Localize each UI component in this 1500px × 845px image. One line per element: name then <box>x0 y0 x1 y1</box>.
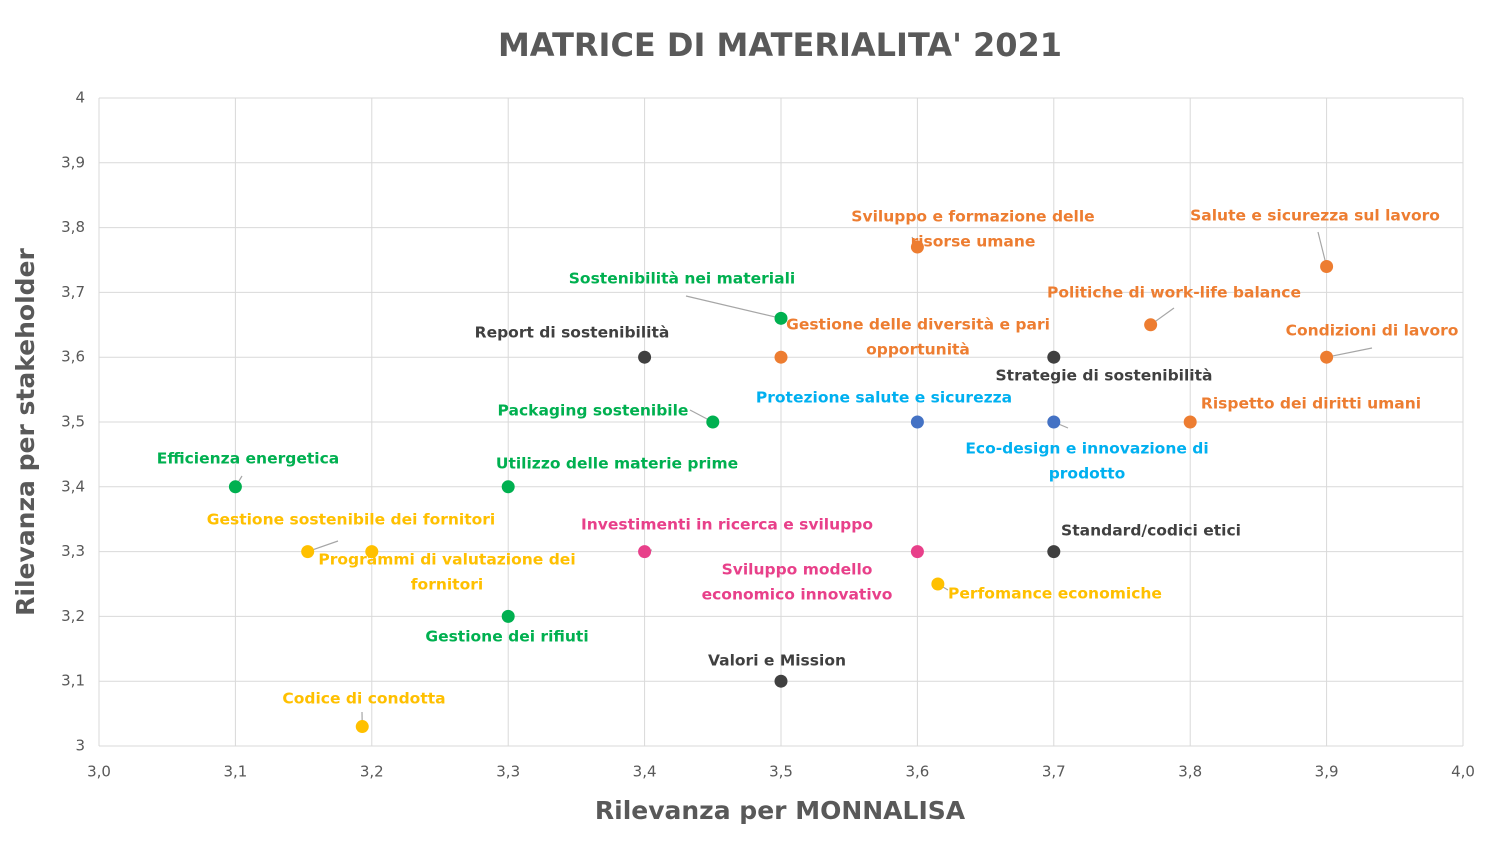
point <box>1320 350 1334 364</box>
point-label: Perfomance economiche <box>948 585 1162 603</box>
point <box>910 240 924 254</box>
point-label: Gestione dei rifiuti <box>425 628 588 646</box>
point-label: Sostenibilità nei materiali <box>569 270 795 288</box>
leader-line <box>685 295 782 319</box>
point-label: Valori e Mission <box>708 652 846 670</box>
point-label: Programmi di valutazione dei <box>318 551 575 569</box>
point-label: fornitori <box>411 576 483 594</box>
y-tick-label: 3,9 <box>61 153 85 171</box>
x-tick-label: 3,5 <box>769 763 793 781</box>
point-label: Standard/codici etici <box>1061 522 1241 540</box>
x-tick-label: 4,0 <box>1451 763 1475 781</box>
point <box>910 415 924 429</box>
point <box>228 480 242 494</box>
point-label: Utilizzo delle materie prime <box>496 455 738 473</box>
point-label: Salute e sicurezza sul lavoro <box>1190 207 1440 225</box>
point-label: economico innovativo <box>702 586 893 604</box>
y-axis-title: Rilevanza per stakeholder <box>11 248 40 616</box>
y-tick-label: 3,4 <box>61 477 85 495</box>
point-label: prodotto <box>1049 465 1126 483</box>
point <box>638 350 652 364</box>
point <box>774 350 788 364</box>
point <box>931 577 945 591</box>
point-label: Sviluppo modello <box>722 561 873 579</box>
y-tick-label: 3,1 <box>61 672 85 690</box>
point-label: Report di sostenibilità <box>475 324 670 342</box>
point-label: Strategie di sostenibilità <box>996 367 1213 385</box>
point-label: Efficienza energetica <box>157 450 339 468</box>
x-tick-label: 3,0 <box>87 763 111 781</box>
point <box>1047 350 1061 364</box>
point <box>774 674 788 688</box>
y-tick-label: 3,7 <box>61 283 85 301</box>
y-tick-label: 3,3 <box>61 542 85 560</box>
point <box>706 415 720 429</box>
y-tick-label: 3 <box>75 737 85 755</box>
point-label: Packaging sostenibile <box>498 402 689 420</box>
point <box>501 609 515 623</box>
point-label: risorse umane <box>911 233 1036 251</box>
point-label: opportunità <box>866 341 970 359</box>
point <box>1183 415 1197 429</box>
point <box>501 480 515 494</box>
point-label: Investimenti in ricerca e sviluppo <box>581 516 873 534</box>
point-label: Sviluppo e formazione delle <box>851 208 1094 226</box>
leader-line <box>1326 347 1373 358</box>
point <box>1047 415 1061 429</box>
x-tick-label: 3,2 <box>360 763 384 781</box>
point <box>301 545 315 559</box>
y-tick-label: 3,8 <box>61 218 85 236</box>
point-label: Gestione sostenibile dei fornitori <box>207 511 496 529</box>
x-tick-label: 3,3 <box>496 763 520 781</box>
y-tick-label: 3,6 <box>61 348 85 366</box>
y-tick-label: 4 <box>75 89 85 107</box>
point <box>774 311 788 325</box>
point-label: Codice di condotta <box>282 690 445 708</box>
x-tick-label: 3,1 <box>223 763 247 781</box>
point <box>1320 259 1334 273</box>
point-label: Protezione salute e sicurezza <box>756 389 1012 407</box>
point <box>1144 318 1158 332</box>
chart-title: MATRICE DI MATERIALITA' 2021 <box>498 26 1062 64</box>
point <box>365 545 379 559</box>
point-label: Gestione delle diversità e pari <box>786 316 1050 334</box>
point <box>910 545 924 559</box>
point <box>355 720 369 734</box>
point-label: Politiche di work-life balance <box>1047 284 1301 302</box>
point <box>638 545 652 559</box>
y-tick-label: 3,5 <box>61 413 85 431</box>
point <box>1047 545 1061 559</box>
x-axis-title: Rilevanza per MONNALISA <box>595 796 966 825</box>
point-label: Rispetto dei diritti umani <box>1201 395 1421 413</box>
y-tick-label: 3,2 <box>61 607 85 625</box>
point-label: Eco-design e innovazione di <box>965 440 1208 458</box>
x-tick-label: 3,9 <box>1315 763 1339 781</box>
point-label: Condizioni di lavoro <box>1286 322 1459 340</box>
x-tick-label: 3,4 <box>633 763 657 781</box>
x-tick-label: 3,7 <box>1042 763 1066 781</box>
x-tick-label: 3,8 <box>1178 763 1202 781</box>
x-tick-label: 3,6 <box>905 763 929 781</box>
